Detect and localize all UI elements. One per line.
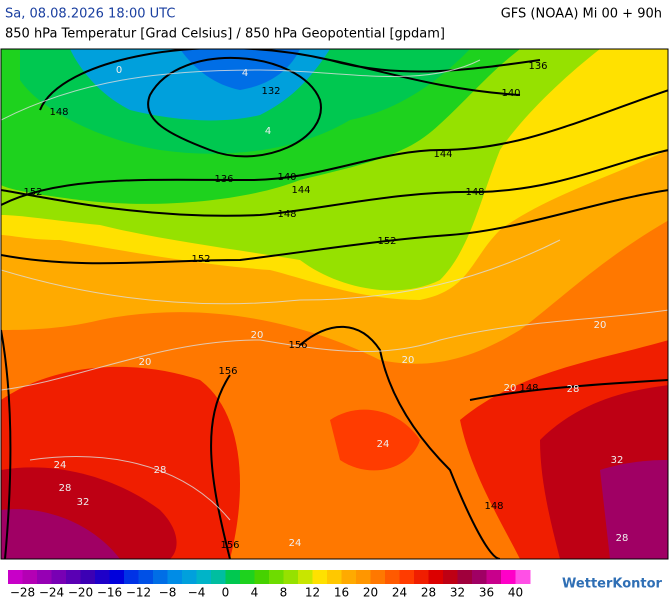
isotherm-label: 32 — [611, 455, 624, 466]
isotherm-label: 24 — [289, 538, 302, 549]
isotherm-label: 20 — [251, 330, 264, 341]
isotherm-label: 28 — [616, 533, 629, 544]
isobar-label: 140 — [501, 88, 520, 99]
isotherm-label: 32 — [77, 497, 90, 508]
colorbar-segment — [356, 570, 371, 584]
isotherm-label: 4 — [265, 126, 271, 137]
colorbar-segment — [22, 570, 38, 584]
isobar-label: 152 — [191, 254, 210, 265]
colorbar-segment — [298, 570, 313, 584]
colorbar-segment — [515, 570, 531, 584]
isotherm-label: 20 — [594, 320, 607, 331]
colorbar-segment — [486, 570, 502, 584]
colorbar-tick-label: −24 — [39, 586, 64, 600]
isobar-label: 156 — [288, 340, 307, 351]
colorbar-segment — [428, 570, 444, 584]
colorbar-segment — [95, 570, 110, 584]
colorbar-segment — [153, 570, 168, 584]
colorbar-segment — [211, 570, 226, 584]
isobar-label: 136 — [528, 61, 547, 72]
colorbar-segment — [66, 570, 81, 584]
colorbar-segment — [385, 570, 400, 584]
colorbar-tick-label: −16 — [97, 586, 122, 600]
colorbar-segment — [167, 570, 183, 584]
colorbar-segment — [240, 570, 255, 584]
colorbar-segment — [124, 570, 139, 584]
isotherm-label: 20 — [402, 355, 415, 366]
isotherm-label: 28 — [567, 384, 580, 395]
isobar-label: 148 — [484, 501, 503, 512]
isobar-label: 144 — [291, 185, 310, 196]
colorbar-segment — [501, 570, 516, 584]
isobar-label: 148 — [49, 107, 68, 118]
colorbar-tick-label: 0 — [222, 586, 230, 600]
colorbar-tick-label: 32 — [450, 586, 465, 600]
colorbar-segment — [399, 570, 415, 584]
isobar-label: 140 — [277, 172, 296, 183]
isobar-label: 136 — [214, 174, 233, 185]
colorbar-segment — [443, 570, 458, 584]
isotherm-label: 24 — [54, 460, 67, 471]
isotherm-label: 0 — [116, 65, 122, 76]
colorbar-tick-label: −4 — [188, 586, 206, 600]
colorbar-segment — [472, 570, 487, 584]
colorbar-tick-label: 20 — [363, 586, 378, 600]
isotherm-label: 20 — [504, 383, 517, 394]
colorbar-segment — [182, 570, 197, 584]
isotherm-label: 28 — [154, 465, 167, 476]
colorbar-segment — [254, 570, 270, 584]
colorbar-segment — [414, 570, 429, 584]
colorbar-tick-label: 40 — [508, 586, 523, 600]
isobar-label: 156 — [218, 366, 237, 377]
isotherm-label: 20 — [139, 357, 152, 368]
colorbar-tick-label: 16 — [334, 586, 349, 600]
isotherm-label: 4 — [242, 68, 248, 79]
colorbar-segment — [51, 570, 67, 584]
colorbar-segment — [138, 570, 154, 584]
colorbar-tick-label: −20 — [68, 586, 93, 600]
colorbar-segment — [37, 570, 52, 584]
colorbar-tick-label: 28 — [421, 586, 436, 600]
isobar-label: 148 — [465, 187, 484, 198]
colorbar-segment — [8, 570, 23, 584]
colorbar-segment — [312, 570, 328, 584]
colorbar-tick-label: −8 — [159, 586, 177, 600]
colorbar-segment — [109, 570, 125, 584]
colorbar-segment — [283, 570, 299, 584]
isobar-label: 144 — [433, 149, 452, 160]
logo: WetterKontor — [562, 577, 663, 592]
colorbar-segment — [196, 570, 212, 584]
colorbar-segment — [457, 570, 473, 584]
map-frame — [0, 48, 669, 560]
colorbar-tick-label: −12 — [126, 586, 151, 600]
colorbar-segment — [269, 570, 284, 584]
colorbar-tick-label: 12 — [305, 586, 320, 600]
colorbar-tick-label: 24 — [392, 586, 407, 600]
isotherm-label: 28 — [59, 483, 72, 494]
colorbar-tick-label: 4 — [251, 586, 259, 600]
model-run: GFS (NOAA) Mi 00 + 90h — [501, 7, 662, 22]
colorbar-segment — [370, 570, 386, 584]
isobar-label: 156 — [220, 540, 239, 551]
colorbar-segment — [225, 570, 241, 584]
colorbar-tick-label: 36 — [479, 586, 494, 600]
isobar-label: 132 — [261, 86, 280, 97]
isobar-label: 152 — [23, 187, 42, 198]
isotherm-label: 24 — [377, 439, 390, 450]
map — [1, 49, 668, 559]
isobar-label: 148 — [519, 383, 538, 394]
colorbar-tick-label: −28 — [10, 586, 35, 600]
colorbar-segment — [80, 570, 96, 584]
isobar-label: 152 — [377, 236, 396, 247]
colorbar-segment — [341, 570, 357, 584]
isobar-label: 148 — [277, 209, 296, 220]
colorbar-tick-label: 8 — [280, 586, 288, 600]
colorbar-segment — [327, 570, 342, 584]
subtitle: 850 hPa Temperatur [Grad Celsius] / 850 … — [5, 27, 445, 42]
date-time: Sa, 08.08.2026 18:00 UTC — [5, 7, 175, 22]
